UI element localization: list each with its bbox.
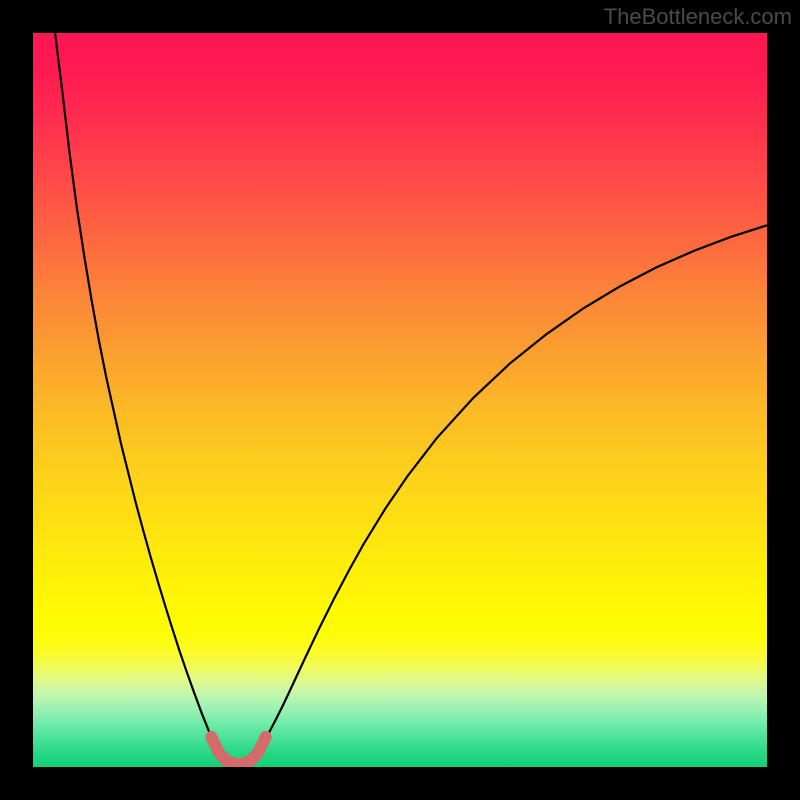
bottleneck-chart [0,0,800,800]
plot-background [33,33,767,767]
watermark-text: TheBottleneck.com [604,4,792,30]
